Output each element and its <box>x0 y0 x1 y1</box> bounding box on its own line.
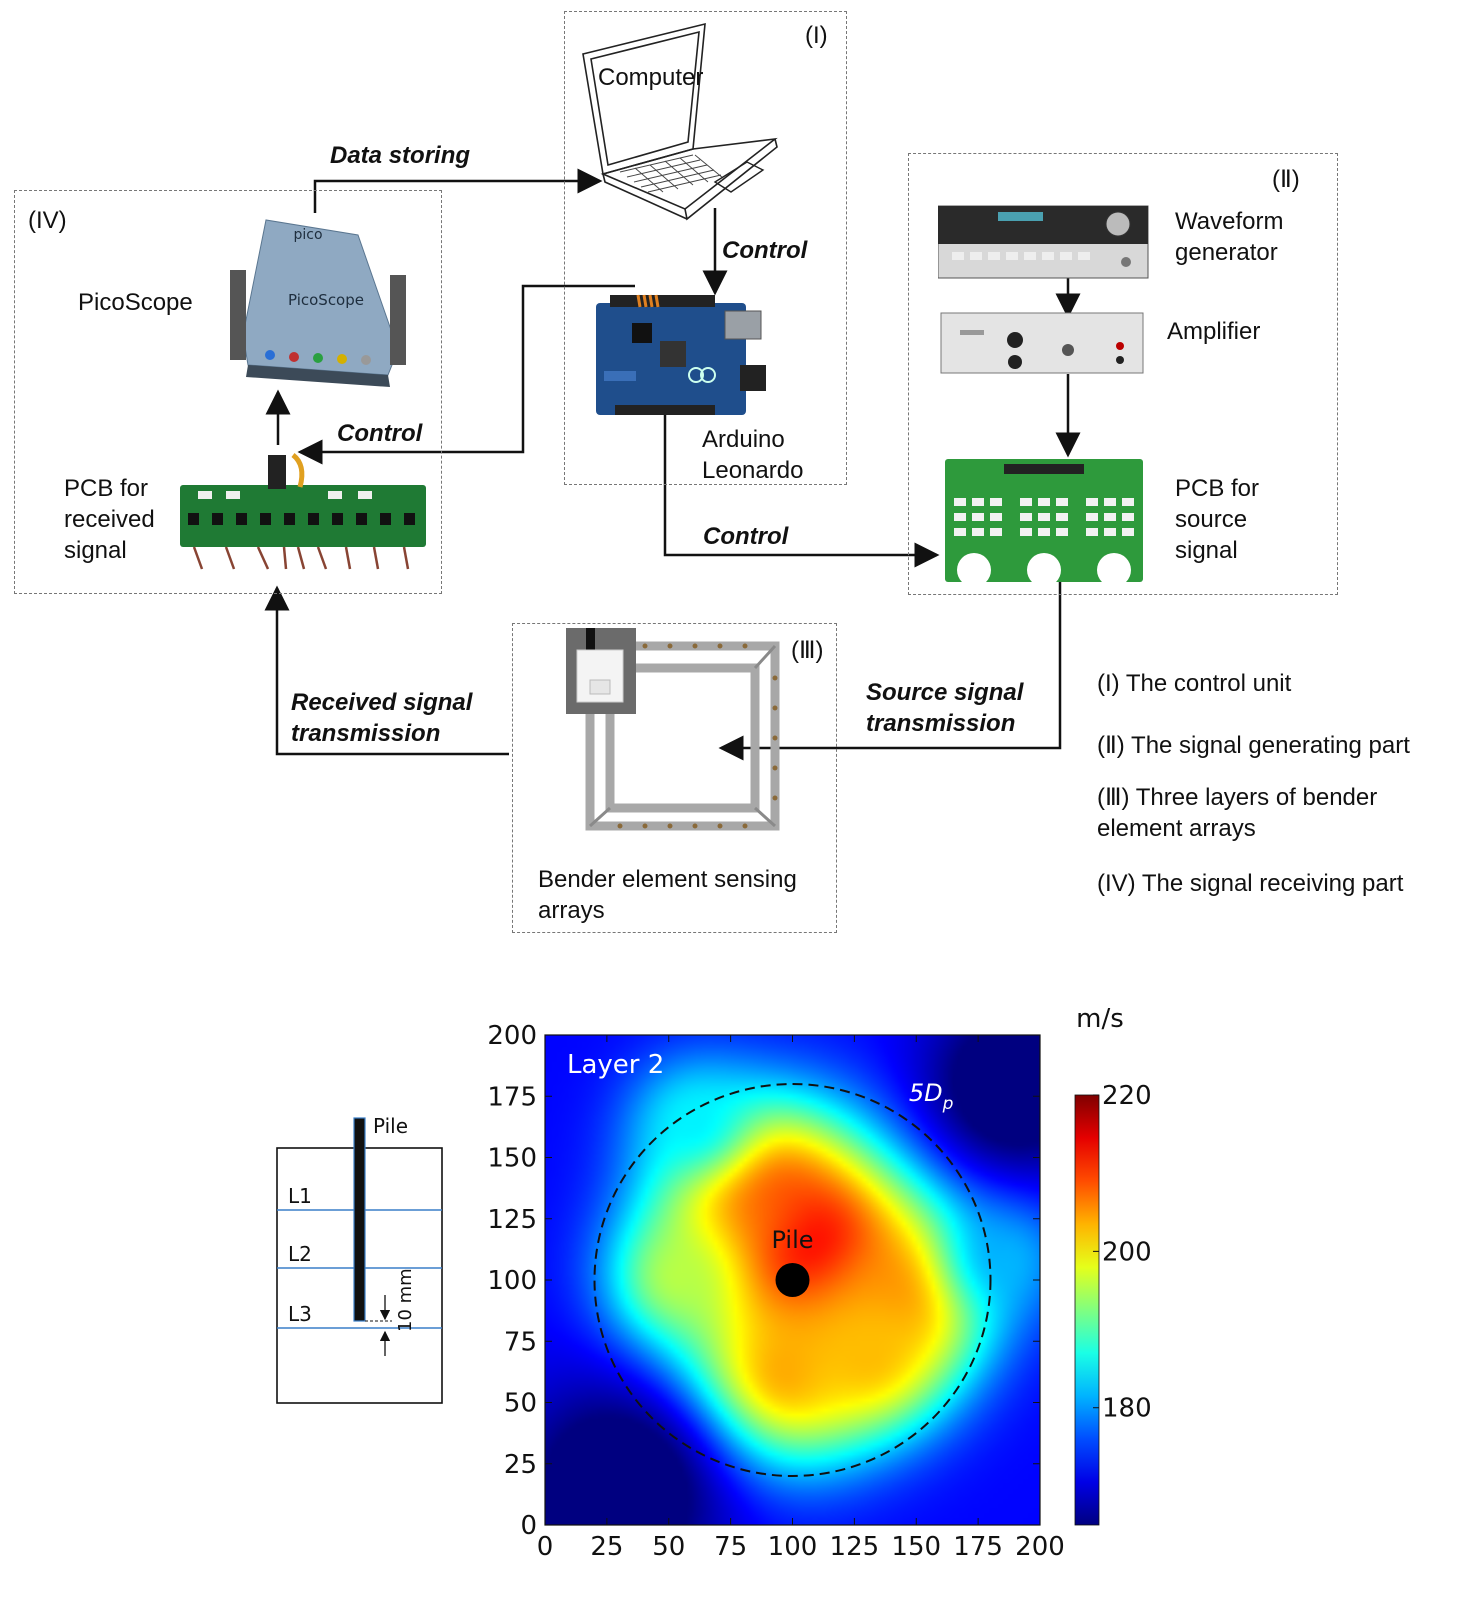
arrow-data-storing <box>313 168 603 213</box>
colorbar-tick-label: 220 <box>1102 1081 1152 1111</box>
velocity-heatmap-chart: 0 25 50 75 100 125 150 175 200 0 25 50 75 100 125 150 17… <box>487 1004 1152 1562</box>
signal-generating-box <box>908 153 1338 595</box>
legend-item-signal-receiving: (IV) The signal receiving part <box>1097 870 1404 897</box>
control-label-received: Control <box>337 420 423 447</box>
y-tick-label: 150 <box>487 1144 537 1174</box>
influence-circle <box>593 1083 992 1477</box>
x-tick-label: 175 <box>953 1532 1003 1562</box>
colorbar-unit-label: m/s <box>1076 1004 1124 1034</box>
control-unit-box <box>564 11 847 485</box>
control-label-computer: Control <box>722 237 808 264</box>
pcb-received-label: PCB for received signal <box>64 475 155 564</box>
x-tick-label: 125 <box>830 1532 880 1562</box>
bender-frame-icon <box>566 628 780 831</box>
y-tick-label: 125 <box>487 1205 537 1235</box>
unit-tag-signal-generating: (Ⅱ) <box>1272 166 1300 193</box>
pile-schematic-label: Pile <box>373 1114 408 1138</box>
unit-tag-bender-arrays: (Ⅲ) <box>791 637 824 664</box>
arduino-label: Arduino Leonardo <box>702 426 804 484</box>
y-tick-label: 175 <box>487 1082 537 1112</box>
colorbar-tick-label: 200 <box>1102 1237 1152 1267</box>
arrow-control-to-pcb-received <box>297 284 635 465</box>
bender-arrays-box <box>512 623 837 933</box>
unit-tag-control: (I) <box>805 22 828 49</box>
pile-schematic: Pile L1 L2 L3 10 mm <box>276 1114 443 1404</box>
amplifier-icon <box>940 312 1144 374</box>
y-tick-label: 50 <box>504 1389 537 1419</box>
pile-label: Pile <box>771 1226 813 1254</box>
chart-title: Layer 2 <box>567 1050 664 1080</box>
bender-arrays-label: Bender element sensing arrays <box>538 866 797 924</box>
x-tick-label: 25 <box>590 1532 623 1562</box>
x-tick-label: 100 <box>768 1532 818 1562</box>
colorbar-tick-label: 180 <box>1102 1394 1152 1424</box>
received-signal-transmission-label: Received signal transmission <box>291 689 473 747</box>
pile-marker <box>775 1263 810 1297</box>
arduino-board-icon <box>596 294 766 415</box>
laptop-icon <box>582 22 778 221</box>
picoscope-label: PicoScope <box>78 289 193 316</box>
y-tick-label: 0 <box>520 1511 537 1541</box>
arrow-received-signal-transmission <box>264 585 509 756</box>
unit-tag-signal-receiving: (IV) <box>28 207 67 234</box>
spacing-label: 10 mm <box>395 1268 416 1332</box>
arrow-control-to-pcb-source <box>663 412 940 568</box>
picoscope-device-icon: pico PicoScope <box>230 219 406 387</box>
control-label-source: Control <box>703 523 789 550</box>
waveform-generator-icon <box>938 205 1149 279</box>
x-tick-label: 0 <box>537 1532 554 1562</box>
data-storing-label: Data storing <box>330 142 471 169</box>
x-tick-label: 75 <box>714 1532 747 1562</box>
arrow-source-signal-transmission <box>718 548 1062 761</box>
x-tick-label: 200 <box>1015 1532 1065 1562</box>
legend-item-bender-arrays: (Ⅲ) Three layers of bender element array… <box>1097 784 1378 842</box>
y-tick-label: 25 <box>504 1450 537 1480</box>
pcb-received-icon <box>180 453 426 570</box>
source-signal-transmission-label: Source signal transmission <box>866 679 1024 737</box>
pico-brand-text: pico <box>293 227 322 243</box>
y-tick-label: 75 <box>504 1327 537 1357</box>
computer-label: Computer <box>598 64 704 91</box>
layer-label-l1: L1 <box>288 1184 312 1208</box>
pcb-source-icon <box>945 459 1143 583</box>
picoscope-brand-text: PicoScope <box>288 291 364 309</box>
y-tick-label: 100 <box>487 1266 537 1296</box>
colorbar <box>1074 1094 1100 1526</box>
pcb-source-label: PCB for source signal <box>1175 475 1260 564</box>
y-tick-label: 200 <box>487 1021 537 1051</box>
x-tick-label: 50 <box>652 1532 685 1562</box>
waveform-generator-label: Waveform generator <box>1175 208 1284 266</box>
layer-label-l2: L2 <box>288 1242 312 1266</box>
layer-label-l3: L3 <box>288 1302 312 1326</box>
legend-item-control: (I) The control unit <box>1097 670 1292 697</box>
signal-receiving-box <box>14 190 442 594</box>
legend-item-signal-generating: (Ⅱ) The signal generating part <box>1097 732 1410 759</box>
x-tick-label: 150 <box>891 1532 941 1562</box>
amplifier-label: Amplifier <box>1167 318 1261 345</box>
pile-shaft <box>353 1117 366 1322</box>
